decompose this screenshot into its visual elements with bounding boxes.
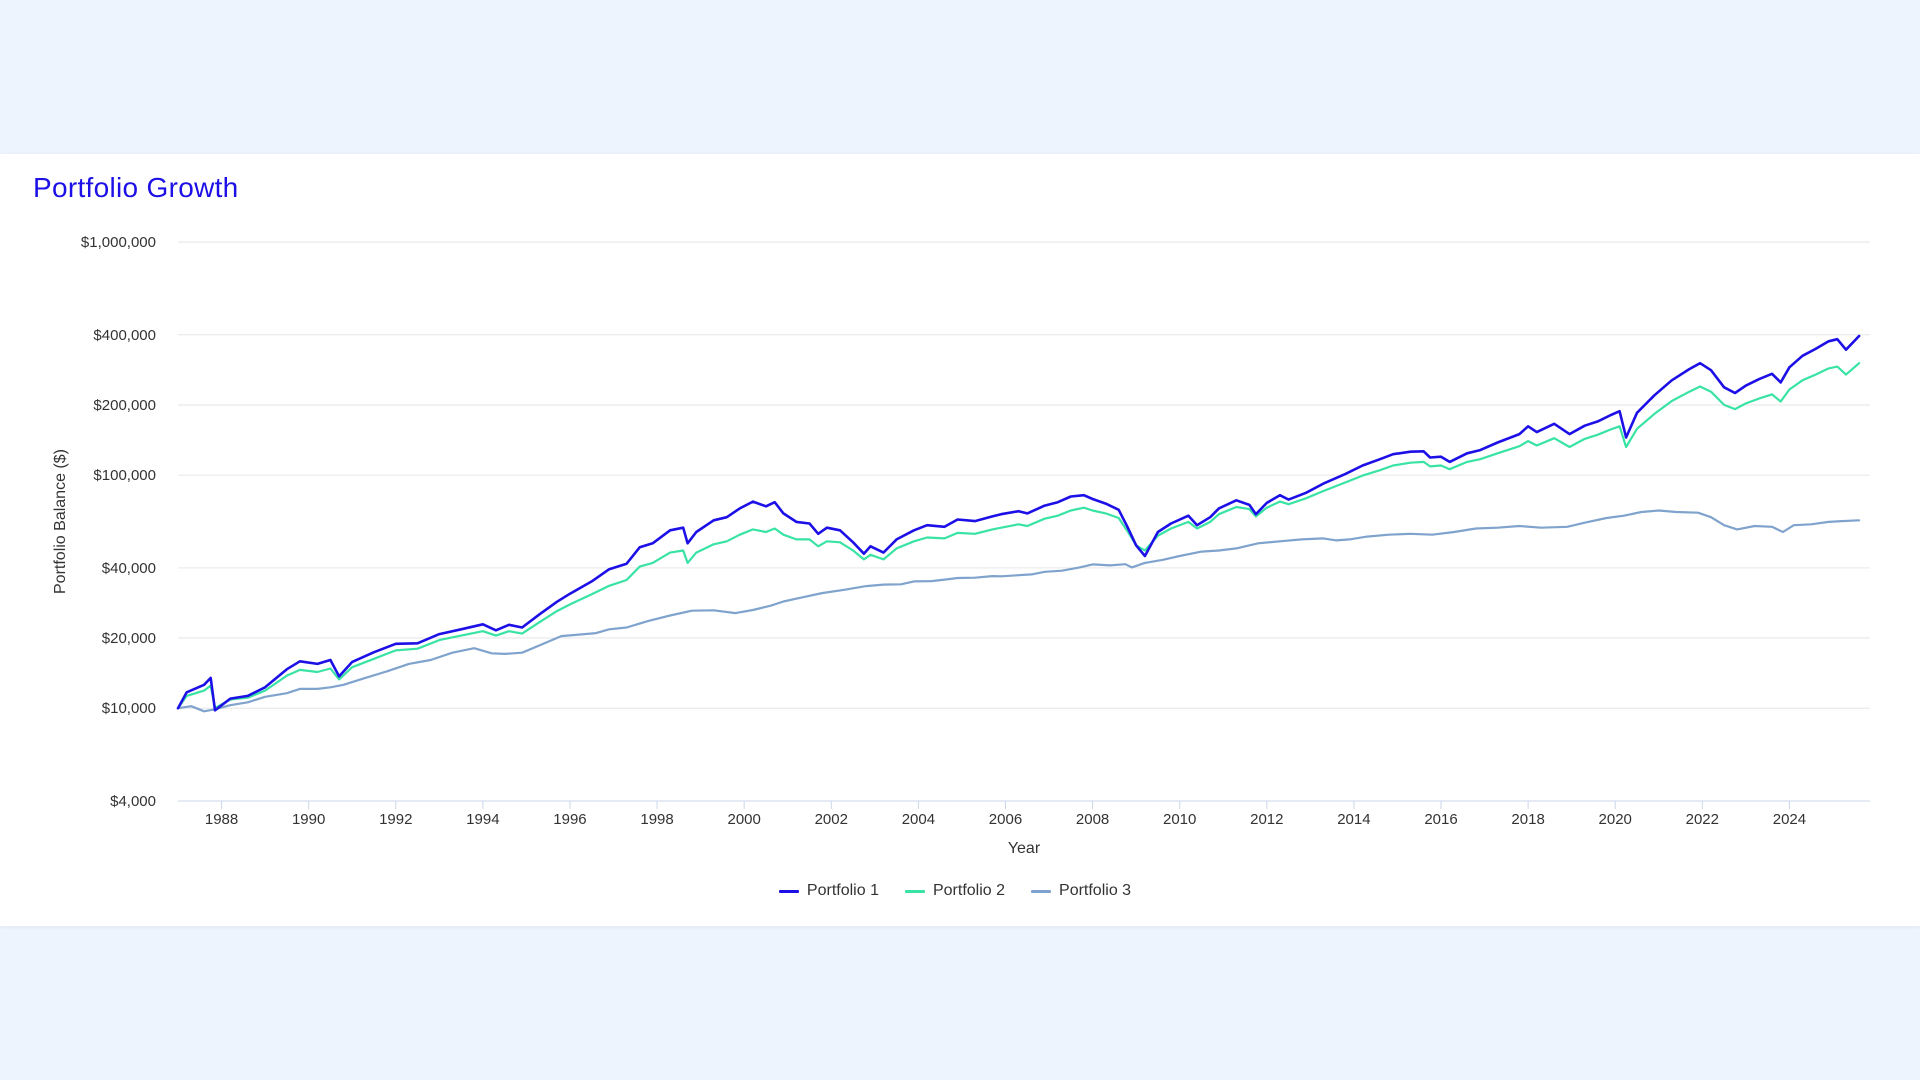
legend-label: Portfolio 3: [1059, 882, 1132, 899]
x-tick-label: 2016: [1424, 811, 1457, 828]
y-tick-label: $200,000: [93, 397, 156, 414]
chart-legend: Portfolio 1 Portfolio 2 Portfolio 3: [0, 882, 1915, 900]
x-tick-label: 2006: [989, 811, 1022, 828]
legend-item-portfolio-2[interactable]: Portfolio 2: [904, 882, 1006, 900]
x-tick-label: 2008: [1076, 811, 1109, 828]
legend-swatch: [904, 889, 925, 893]
series-line-portfolio-3: [176, 509, 1861, 713]
legend-swatch: [778, 889, 799, 893]
y-tick-label: $100,000: [93, 467, 156, 484]
portfolio-growth-chart: $1,000,000 $400,000 $200,000 $100,000 $40,00…: [52, 234, 1870, 857]
series-line-portfolio-2: [176, 362, 1861, 710]
x-axis-title: Year: [1008, 840, 1041, 857]
series-line-portfolio-1: [176, 334, 1861, 712]
x-tick-label: 1990: [292, 811, 325, 828]
x-tick-label: 2014: [1337, 811, 1370, 828]
y-tick-label: $20,000: [102, 630, 156, 647]
x-tick-label: 2022: [1686, 811, 1719, 828]
portfolio-growth-card: Portfolio Growth $1,000,000 $400,000 $200,…: [0, 154, 1920, 926]
y-tick-label: $400,000: [93, 327, 156, 344]
y-tick-label: $4,000: [110, 793, 156, 810]
legend-label: Portfolio 1: [806, 882, 879, 899]
x-tick-label: 2010: [1163, 811, 1196, 828]
legend-label: Portfolio 2: [932, 882, 1006, 899]
x-tick-label: 1998: [640, 811, 673, 828]
y-tick-label: $10,000: [102, 700, 156, 717]
y-tick-label: $40,000: [102, 560, 156, 577]
x-tick-label: 1992: [379, 811, 412, 828]
x-tick-label: 2018: [1511, 811, 1544, 828]
x-tick-label: 1988: [205, 811, 238, 828]
legend-swatch: [1031, 889, 1052, 893]
y-axis-title: Portfolio Balance ($): [52, 449, 69, 594]
x-tick-label: 2024: [1773, 811, 1806, 828]
x-tick-label: 2012: [1250, 811, 1283, 828]
x-tick-label: 2002: [815, 811, 848, 828]
y-tick-label: $1,000,000: [81, 234, 156, 251]
x-tick-label: 1996: [553, 811, 586, 828]
legend-item-portfolio-3[interactable]: Portfolio 3: [1031, 882, 1131, 900]
x-tick-label: 2000: [727, 811, 760, 828]
x-tick-label: 2004: [902, 811, 935, 828]
x-tick-label: 2020: [1599, 811, 1632, 828]
x-tick-label: 1994: [466, 811, 499, 828]
chart-title: Portfolio Growth: [33, 172, 239, 203]
legend-item-portfolio-1[interactable]: Portfolio 1: [778, 882, 879, 900]
